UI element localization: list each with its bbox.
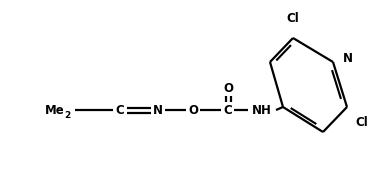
Text: Me: Me <box>45 103 65 116</box>
Text: NH: NH <box>252 103 272 116</box>
Text: N: N <box>343 52 353 65</box>
Text: O: O <box>223 81 233 94</box>
Text: 2: 2 <box>64 111 70 119</box>
Text: O: O <box>188 103 198 116</box>
Text: Cl: Cl <box>356 115 368 128</box>
Text: Cl: Cl <box>286 11 300 25</box>
Text: N: N <box>153 103 163 116</box>
Text: C: C <box>116 103 124 116</box>
Text: C: C <box>224 103 232 116</box>
